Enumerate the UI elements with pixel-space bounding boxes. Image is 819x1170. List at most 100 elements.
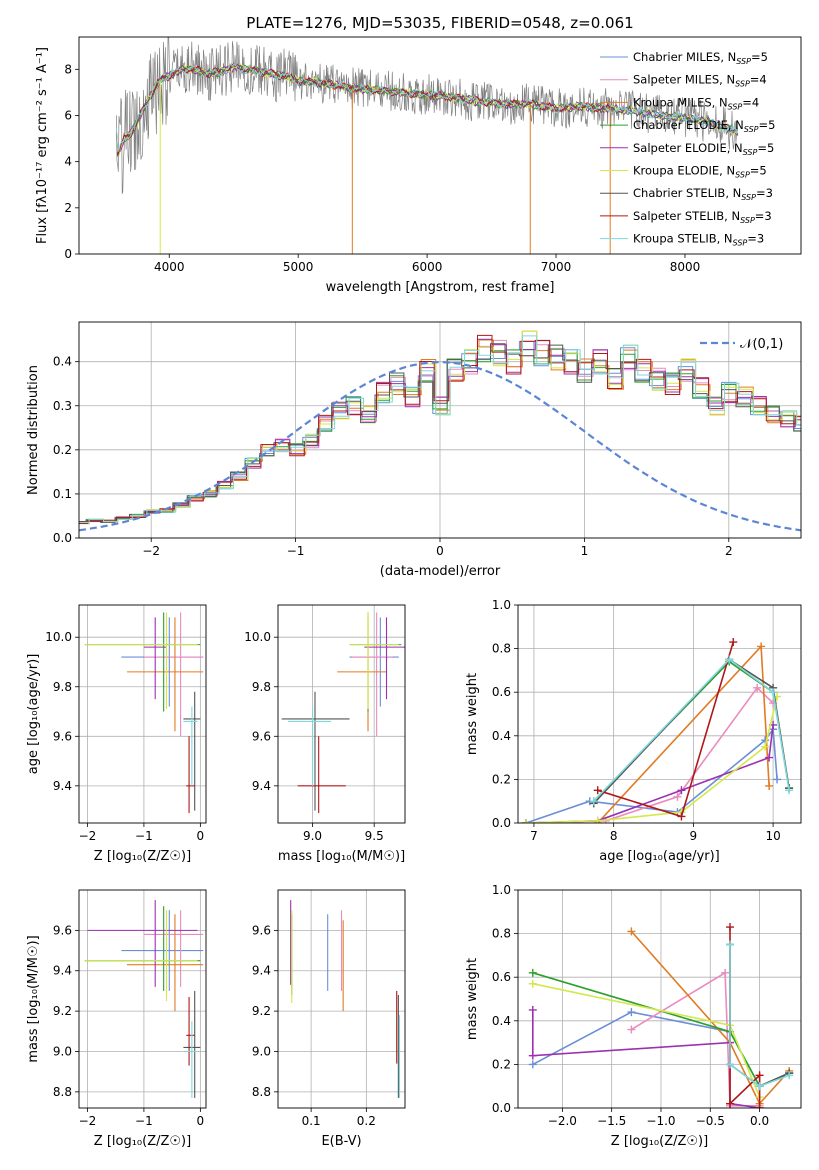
legend-label: 𝒩(0,1) — [740, 337, 783, 352]
axes-frame — [78, 604, 207, 824]
legend-subscript: SSP — [741, 193, 756, 202]
x-tick-label: 9 — [690, 829, 698, 843]
y-tick-label: 0.0 — [53, 531, 72, 545]
residual-step-line — [79, 334, 801, 524]
legend-label: Chabrier STELIB, NSSP=3 — [633, 186, 773, 202]
y-tick-label: 0.0 — [492, 1101, 511, 1115]
x-axis-label: age [log₁₀(age/yr)] — [599, 849, 720, 864]
x-axis-label: (data-model)/error — [380, 564, 501, 579]
x-tick-label: 8 — [610, 829, 618, 843]
plot-area — [115, 37, 739, 254]
mass-weight-marker — [593, 816, 602, 823]
mass-weight-marker — [528, 968, 537, 977]
mass-weight-marker — [677, 812, 686, 821]
axes-frame — [277, 604, 406, 824]
mass-weight-marker — [725, 655, 734, 664]
plot-area — [79, 605, 206, 823]
mass-weight-marker — [769, 688, 778, 697]
legend-model-name: Kroupa STELIB, N — [633, 232, 733, 246]
y-tick-label: 6 — [64, 108, 72, 122]
x-tick-label: −0.5 — [696, 1114, 725, 1128]
mass-weight-marker — [761, 742, 770, 751]
legend-subscript: SSP — [743, 148, 758, 157]
axes-frame — [78, 321, 802, 539]
axes-frame — [277, 889, 406, 1109]
residual-step-line — [79, 339, 801, 523]
x-tick-label: 0 — [197, 829, 205, 843]
x-tick-label: −2 — [142, 544, 160, 558]
y-axis-label: mass weight — [465, 958, 480, 1040]
legend-nssp: =3 — [755, 209, 772, 223]
legend-nssp: =5 — [759, 118, 776, 132]
y-tick-label: 9.0 — [53, 1044, 72, 1058]
legend-label: Kroupa MILES, NSSP=4 — [633, 95, 759, 111]
mass-weight-line — [630, 930, 790, 1106]
x-tick-label: −2 — [79, 829, 97, 843]
x-tick-label: 8000 — [670, 260, 701, 274]
x-axis-label: Z [log₁₀(Z/Z☉)] — [94, 1134, 191, 1149]
y-tick-label: 1.0 — [492, 598, 511, 612]
legend-model-name: Kroupa ELODIE, N — [633, 164, 735, 178]
mass-weight-marker — [521, 819, 530, 823]
residual-step-line — [79, 343, 801, 523]
legend-subscript: SSP — [740, 216, 755, 225]
legend-label: Chabrier MILES, NSSP=5 — [633, 50, 768, 66]
x-tick-label: 0 — [197, 1114, 205, 1128]
y-tick-label: 1.0 — [492, 883, 511, 897]
x-tick-label: 6000 — [412, 260, 443, 274]
y-tick-label: 0.8 — [492, 642, 511, 656]
mass-weight-marker — [726, 940, 735, 949]
legend-subscript: SSP — [728, 102, 743, 111]
x-tick-label: −1.5 — [597, 1114, 626, 1128]
axes-frame — [78, 36, 802, 255]
y-tick-label: 0.2 — [53, 443, 72, 457]
x-tick-label: 7 — [530, 829, 538, 843]
spectrum-axes: 4000 5000 6000 7000 8000 0 2 4 6 8 wavelength [Ang… — [35, 36, 802, 295]
mass-weight-line — [597, 641, 734, 818]
mass-weight-line — [729, 944, 790, 1088]
residual-step-line — [79, 348, 801, 523]
mass-weight-marker — [528, 1051, 537, 1060]
legend-subscript: SSP — [736, 57, 751, 66]
x-tick-label: 4000 — [154, 260, 185, 274]
legend-model-name: Salpeter ELODIE, N — [633, 141, 743, 155]
mass-weight-marker — [589, 797, 598, 806]
axes-frame — [78, 889, 207, 1109]
x-tick-label: 2 — [725, 544, 733, 558]
x-axis-label: Z [log₁₀(Z/Z☉)] — [94, 849, 191, 864]
mass-weight-line — [593, 658, 790, 802]
mass-weight-marker — [755, 1082, 764, 1091]
x-tick-label: 5000 — [283, 260, 314, 274]
y-tick-label: 9.6 — [53, 923, 72, 937]
mass-weight-marker — [673, 792, 682, 801]
mass-weight-marker — [627, 1008, 636, 1017]
x-tick-label: −2 — [79, 1114, 97, 1128]
extinction-mass-axes: 0.1 0.2 8.8 9.0 9.2 9.4 9.6 E(B-V) — [252, 889, 406, 1149]
metallicity-massweight-axes: −2.0 −1.5 −1.0 −0.5 0.0 0.0 0.2 0.4 0.6 0.8 1.0 Z [… — [465, 883, 802, 1149]
x-tick-label: 1 — [581, 544, 589, 558]
y-tick-label: 0.4 — [492, 1014, 511, 1028]
x-tick-label: 9.0 — [303, 829, 322, 843]
legend-model-name: Kroupa MILES, N — [633, 95, 728, 109]
mass-weight-marker — [755, 1104, 764, 1108]
mass-weight-marker — [528, 1005, 537, 1014]
y-tick-label: 9.0 — [252, 1044, 271, 1058]
y-tick-label: 0.3 — [53, 399, 72, 413]
metallicity-age-axes: −2 −1 0 9.4 9.6 9.8 10.0 Z [log₁₀(Z/Z☉)] age [lo… — [26, 604, 207, 864]
x-tick-label: 0.0 — [750, 1114, 769, 1128]
figure-title: PLATE=1276, MJD=53035, FIBERID=0548, z=0… — [246, 14, 633, 32]
residual-step-line — [79, 335, 801, 523]
normal-curve — [79, 360, 801, 532]
residuals-histogram-axes: −2 −1 0 1 2 0.0 0.1 0.2 0.3 0.4 (data-model)/error… — [26, 321, 802, 579]
y-tick-label: 9.4 — [53, 779, 72, 793]
plot-area — [518, 890, 801, 1108]
mass-weight-marker — [721, 968, 730, 977]
residual-step-line — [79, 330, 801, 524]
x-tick-label: −1 — [135, 829, 153, 843]
x-axis-label: Z [log₁₀(Z/Z☉)] — [611, 1134, 708, 1149]
y-tick-label: 9.4 — [53, 964, 72, 978]
plot-area — [278, 605, 405, 823]
legend-label: Kroupa ELODIE, NSSP=5 — [633, 164, 767, 180]
plot-area — [79, 890, 206, 1108]
